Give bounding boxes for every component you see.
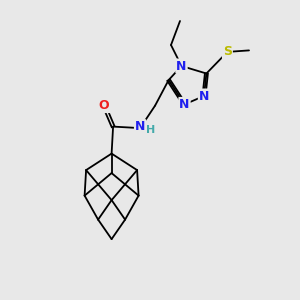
- Text: N: N: [135, 120, 145, 133]
- Text: N: N: [179, 98, 190, 111]
- Text: H: H: [146, 124, 155, 135]
- Text: N: N: [176, 59, 187, 73]
- Text: N: N: [199, 89, 209, 103]
- Text: O: O: [99, 99, 110, 112]
- Text: S: S: [223, 45, 232, 58]
